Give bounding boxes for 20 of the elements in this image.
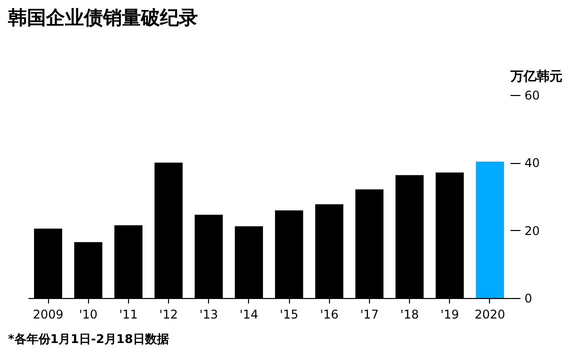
x-tick-label: 2020 — [474, 308, 506, 322]
x-tick-label: '10 — [78, 308, 98, 322]
x-tick-label: '17 — [360, 308, 379, 322]
x-tick-label: '15 — [280, 308, 298, 322]
bar — [476, 162, 504, 298]
x-tick-label: '18 — [400, 308, 419, 322]
x-tick-label: '12 — [159, 308, 178, 322]
x-tick-label: 2009 — [32, 308, 64, 322]
chart-title: 韩国企业债销量破纪录 — [7, 7, 198, 29]
y-tick-label: 0 — [524, 292, 532, 306]
y-axis-title: 万亿韩元 — [510, 70, 562, 84]
y-tick-label: 60 — [524, 88, 540, 102]
x-tick-label: '13 — [199, 308, 218, 322]
x-tick-label: '19 — [440, 308, 460, 322]
y-tick-label: 20 — [524, 224, 540, 238]
x-tick-label: '16 — [320, 308, 339, 322]
x-tick-label: '11 — [119, 308, 138, 322]
x-tick-label: '14 — [240, 308, 258, 322]
text: *各年份1月1日-2月18日数据 — [8, 332, 170, 346]
y-tick-label: 40 — [524, 156, 540, 170]
